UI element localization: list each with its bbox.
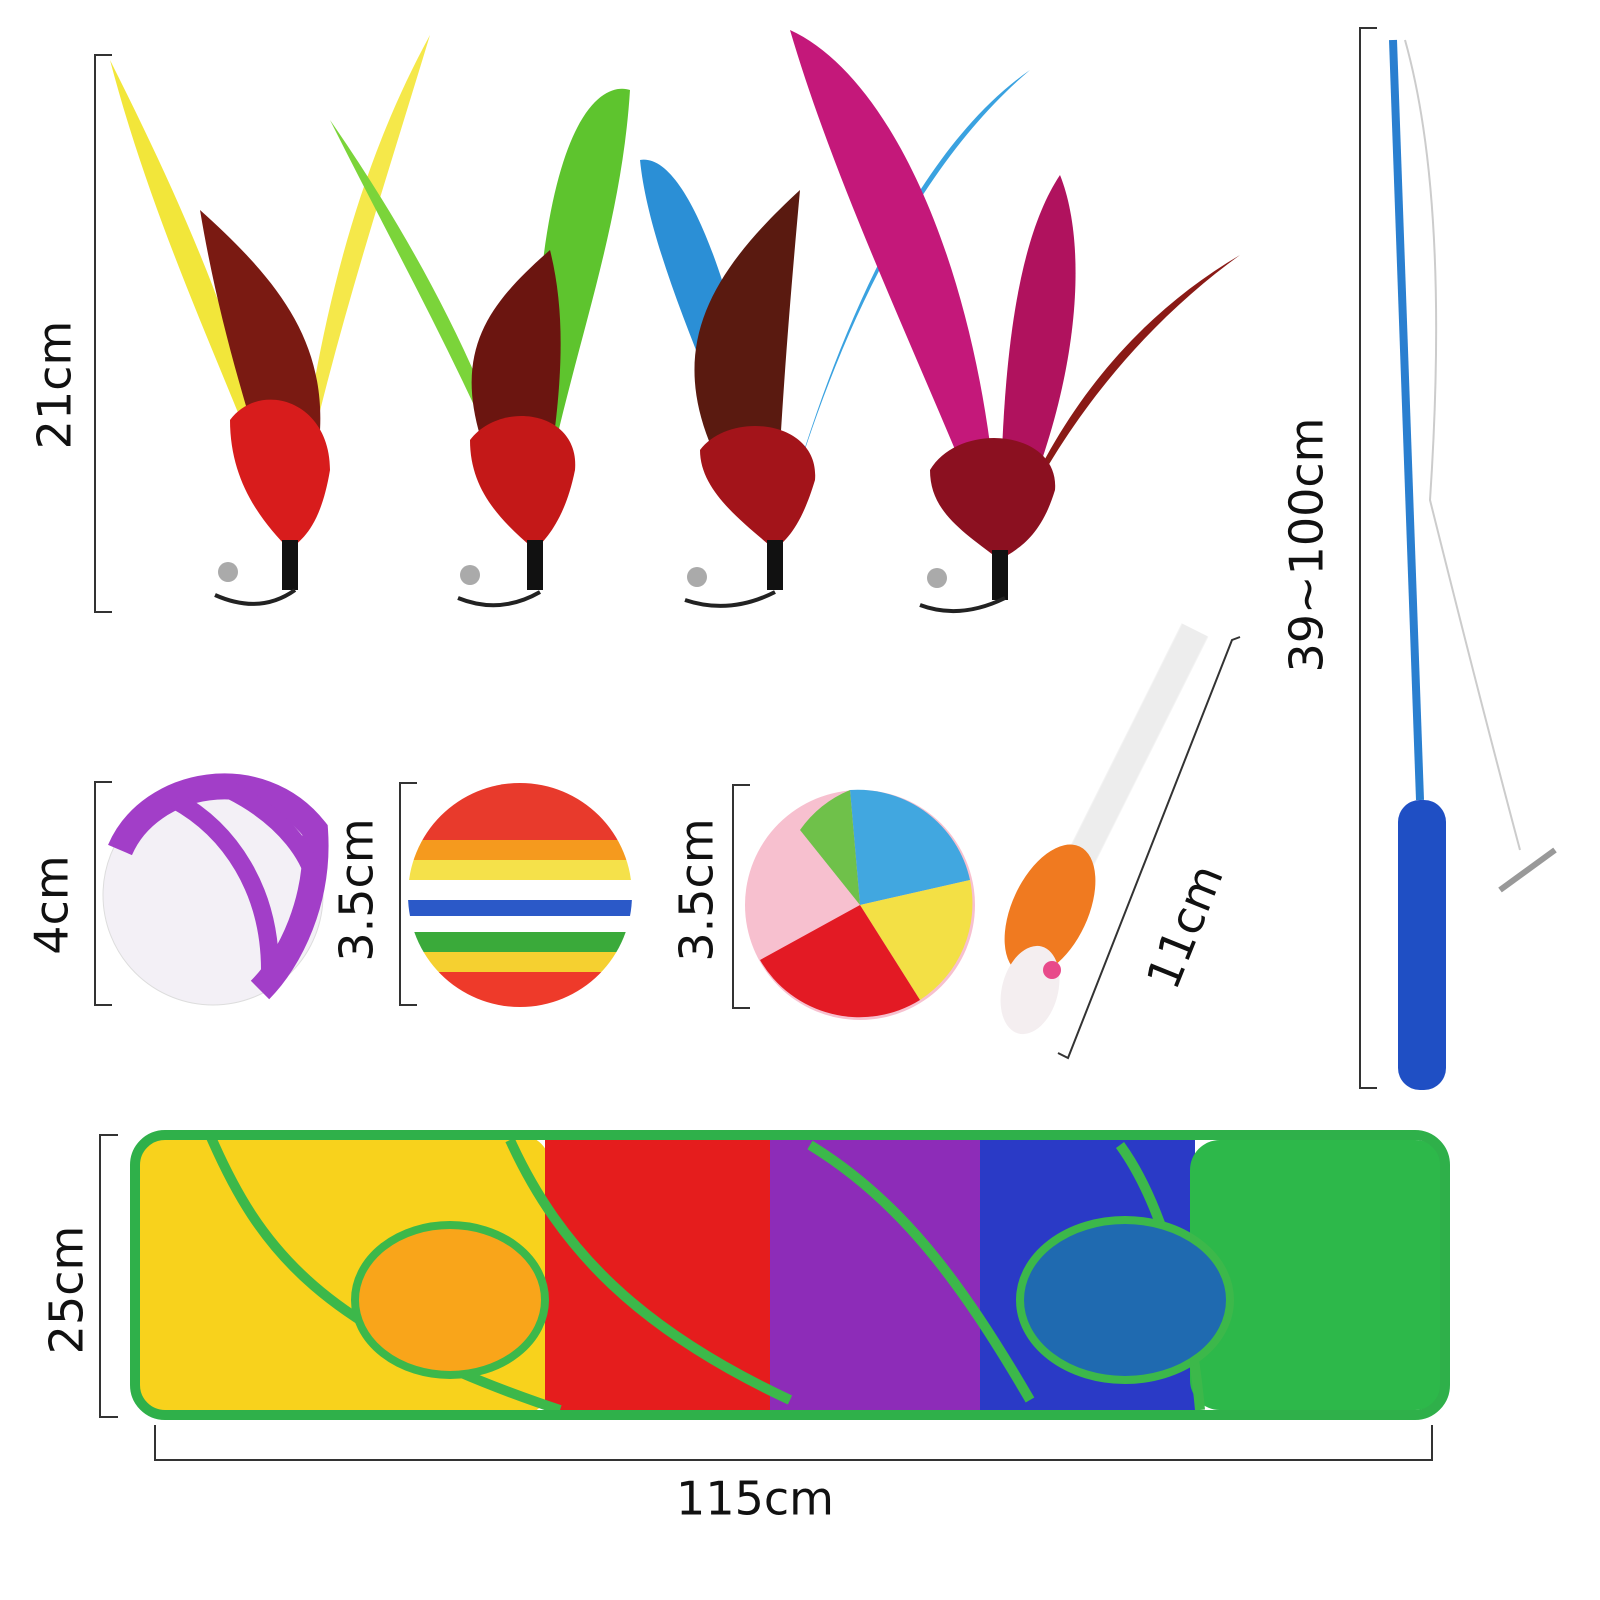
dimension-bracket	[154, 1425, 1433, 1461]
dimension-bracket	[94, 781, 112, 1006]
pompom-ball	[745, 789, 975, 1020]
dimension-bracket	[732, 784, 750, 1009]
bell-ball	[102, 773, 329, 1006]
dimension-bracket	[1057, 636, 1241, 1060]
dimension-label: 3.5cm	[670, 818, 724, 961]
dimension-label: 25cm	[40, 1226, 94, 1355]
mouse-toy	[1000, 623, 1209, 1035]
tunnel-toy	[130, 1130, 1450, 1420]
dimension-label: 39~100cm	[1280, 418, 1334, 673]
dimension-label: 115cm	[676, 1472, 834, 1526]
feather-toys	[110, 30, 1240, 614]
dimension-bracket	[99, 1134, 118, 1418]
dimension-bracket	[1359, 27, 1377, 1089]
dimension-label: 21cm	[28, 321, 82, 450]
rainbow-ball	[408, 783, 632, 1007]
dimension-label: 3.5cm	[330, 818, 384, 961]
dimension-label: 11cm	[1136, 857, 1234, 997]
dimension-label: 4cm	[25, 855, 79, 954]
dimension-bracket	[399, 782, 417, 1006]
wand-toy	[1389, 39, 1557, 1090]
dimension-bracket	[94, 54, 112, 613]
